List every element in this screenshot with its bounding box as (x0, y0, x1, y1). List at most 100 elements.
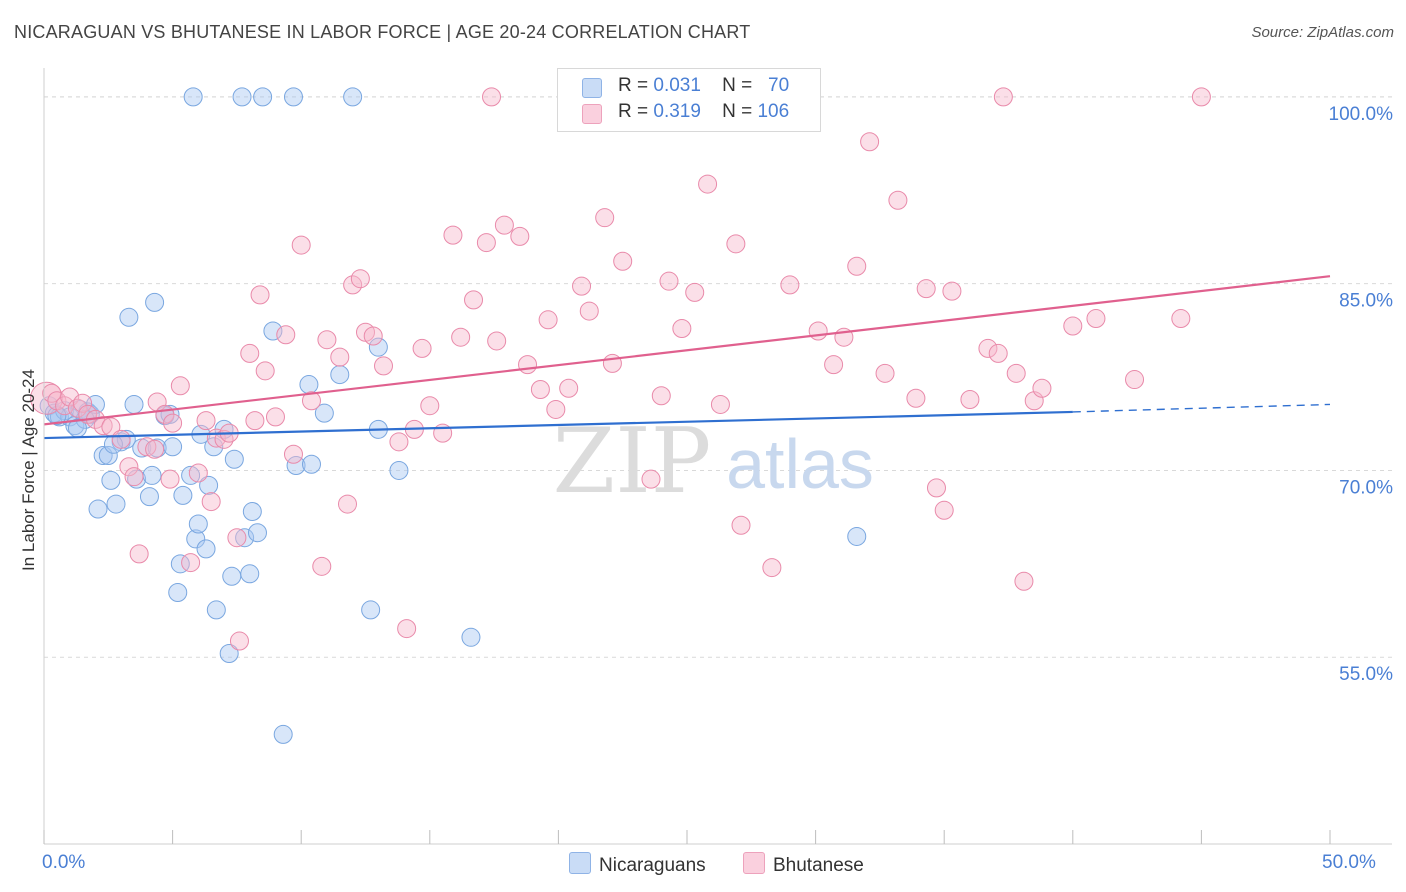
point-nicaraguans (170, 554, 190, 574)
legend-r-value: 0.031 (653, 75, 701, 96)
point-bhutanese (710, 394, 730, 414)
point-nicaraguans (330, 365, 350, 385)
point-bhutanese (579, 301, 599, 321)
axes (43, 68, 1392, 845)
point-bhutanese (988, 343, 1008, 363)
point-bhutanese (397, 619, 417, 639)
point-bhutanese (160, 469, 180, 489)
point-nicaraguans (224, 449, 244, 469)
point-bhutanese (978, 338, 998, 358)
point-nicaraguans (101, 470, 121, 490)
point-nicaraguans (283, 87, 303, 107)
y-tick-label: 55.0% (1339, 664, 1393, 685)
point-bhutanese (942, 281, 962, 301)
point-nicaraguans (196, 539, 216, 559)
point-bhutanese (916, 279, 936, 299)
point-bhutanese (875, 363, 895, 383)
point-nicaraguans (119, 307, 139, 327)
chart-title: NICARAGUAN VS BHUTANESE IN LABOR FORCE |… (14, 22, 751, 42)
point-bhutanese (412, 338, 432, 358)
point-bhutanese (312, 556, 332, 576)
legend-n-value: 70 (768, 75, 790, 96)
point-nicaraguans (242, 502, 262, 522)
point-bhutanese (731, 515, 751, 535)
point-bhutanese (124, 467, 144, 487)
point-bhutanese (641, 469, 661, 489)
point-nicaraguans (142, 465, 162, 485)
point-bhutanese (780, 275, 800, 295)
point-nicaraguans (88, 499, 108, 519)
trend-lines (43, 275, 1331, 440)
point-nicaraguans (368, 337, 388, 357)
point-bhutanese (240, 343, 260, 363)
point-bhutanese (538, 310, 558, 330)
point-bhutanese (546, 399, 566, 419)
point-bhutanese (476, 233, 496, 253)
point-bhutanese (374, 356, 394, 376)
point-nicaraguans (168, 582, 188, 602)
y-axis-label: In Labor Force | Age 20-24 (19, 369, 38, 571)
point-bhutanese (518, 355, 538, 375)
point-bhutanese (227, 528, 247, 548)
y-tick-label: 85.0% (1339, 291, 1393, 312)
point-nicaraguans (106, 494, 126, 514)
point-nicaraguans (219, 643, 239, 663)
point-bhutanese (265, 407, 285, 427)
point-bhutanese (595, 208, 615, 228)
point-bhutanese (726, 234, 746, 254)
point-bhutanese (245, 411, 265, 431)
point-bhutanese (330, 347, 350, 367)
point-bhutanese (420, 396, 440, 416)
trend-line-nicaraguans (43, 410, 1073, 440)
point-bhutanese (906, 388, 926, 408)
point-bhutanese (214, 429, 234, 449)
source-label: Source: ZipAtlas.com (1251, 24, 1394, 41)
x-tick-label-max: 50.0% (1322, 852, 1376, 873)
point-bhutanese (443, 225, 463, 245)
y-tick-labels: 55.0% 70.0% 85.0% 100.0% (1329, 104, 1394, 685)
point-nicaraguans (314, 403, 334, 423)
point-bhutanese (129, 544, 149, 564)
point-nicaraguans (186, 529, 206, 549)
point-bhutanese (1006, 363, 1026, 383)
y-tick-label: 100.0% (1329, 104, 1394, 125)
point-bhutanese (559, 378, 579, 398)
point-bhutanese (808, 321, 828, 341)
point-nicaraguans (389, 460, 409, 480)
point-bhutanese (451, 327, 471, 347)
point-nicaraguans (222, 566, 242, 586)
point-bhutanese (934, 500, 954, 520)
legend-swatch-bhutanese (743, 852, 765, 874)
point-bhutanese (343, 275, 363, 295)
point-bhutanese (291, 235, 311, 255)
point-nicaraguans (299, 375, 319, 395)
point-nicaraguans (235, 528, 255, 548)
point-bhutanese (672, 319, 692, 339)
point-bhutanese (188, 463, 208, 483)
point-bhutanese (1032, 378, 1052, 398)
point-bhutanese (111, 429, 131, 449)
point-bhutanese (145, 439, 165, 459)
point-bhutanese (30, 381, 64, 415)
point-nicaraguans (461, 627, 481, 647)
point-bhutanese (926, 478, 946, 498)
point-bhutanese (350, 269, 370, 289)
point-bhutanese (993, 87, 1013, 107)
x-tick-label-min: 0.0% (42, 852, 86, 873)
legend: R = 0.031 N = 70 R = 0.319 N = 106 (557, 68, 821, 132)
legend-swatch-nicaraguans (582, 78, 602, 98)
point-bhutanese (530, 380, 550, 400)
point-bhutanese (389, 432, 409, 452)
bottom-legend-nicaraguans: Nicaraguans (569, 852, 706, 877)
watermark-zip: ZIP (553, 409, 712, 514)
point-bhutanese (888, 190, 908, 210)
point-bhutanese (464, 290, 484, 310)
point-nicaraguans (206, 600, 226, 620)
point-bhutanese (698, 174, 718, 194)
point-bhutanese (163, 413, 183, 433)
point-bhutanese (1191, 87, 1211, 107)
legend-swatch-nicaraguans (569, 852, 591, 874)
point-nicaraguans (47, 406, 67, 426)
point-bhutanese (685, 282, 705, 302)
